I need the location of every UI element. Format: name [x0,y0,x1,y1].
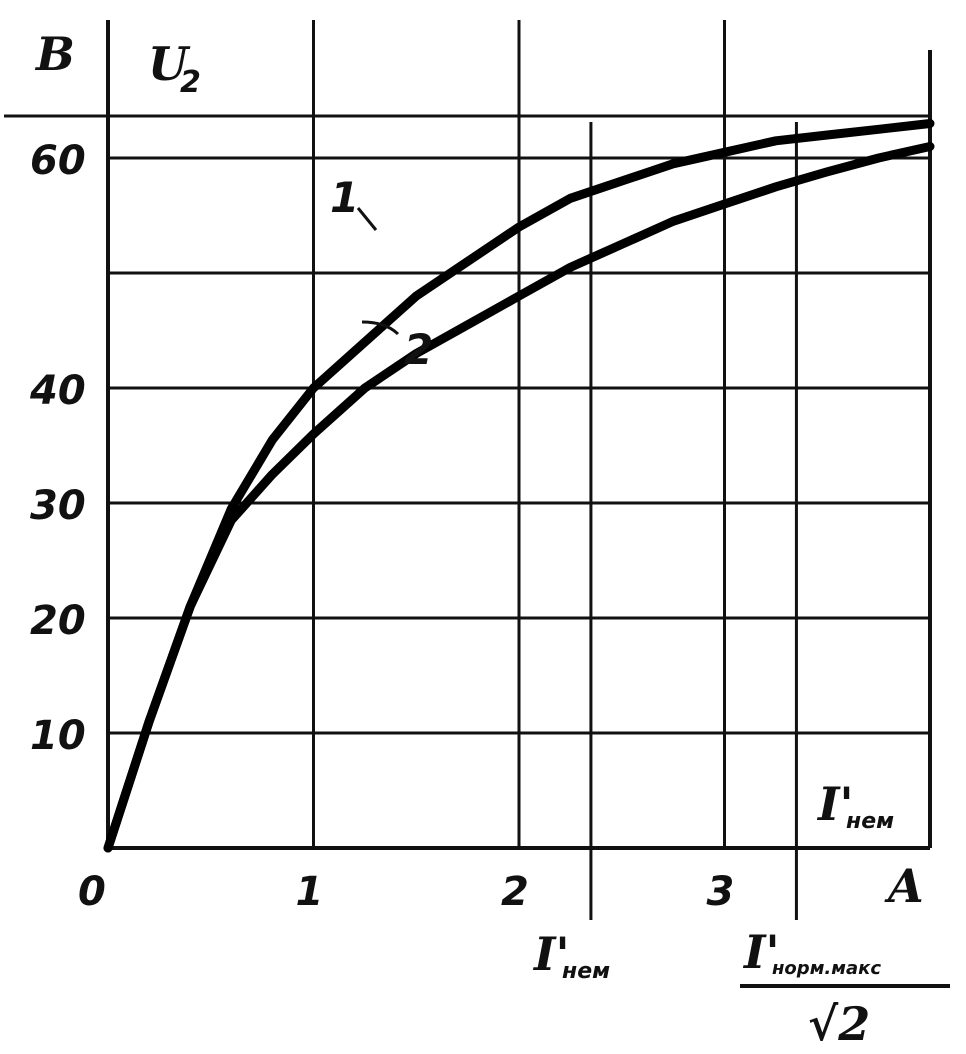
curve-label-1: 1 [330,173,359,222]
x-axis-label: I' [816,777,854,831]
y-unit-label: B [34,27,75,81]
curve-1-leader [356,207,378,231]
y-tick-label: 40 [29,368,86,414]
marker-label-1: I' [532,927,570,981]
x-tick-label: 0 [78,869,106,915]
y-tick-label: 10 [30,713,86,759]
plot-frame [106,20,932,850]
y-tick-label: 20 [30,598,86,644]
labels: B U 2 I' нем A I' нем I' норм.макс √2 1 … [34,27,950,1051]
x-axis-label-sub: нем [846,809,894,834]
y-axis-label: U [148,37,191,91]
marker-label-1-sub: нем [562,959,610,984]
grid [4,20,930,920]
marker-label-2: I' [742,925,780,979]
marker-label-2-sub: норм.макс [772,958,881,979]
y-tick-label: 30 [30,483,86,529]
series-2-line [103,142,935,853]
x-unit-label: A [884,859,924,913]
x-tick-label: 1 [296,869,324,915]
marker-label-2-denominator: √2 [808,997,870,1051]
curves [103,119,935,853]
y-axis-label-sub: 2 [180,65,201,100]
curve-label-2: 2 [404,325,433,374]
y-tick-label: 60 [30,138,86,184]
curve-2-leader [361,320,400,336]
x-tick-label: 2 [501,869,529,915]
x-tick-label: 3 [707,869,735,915]
tick-labels: 10 20 30 40 60 0 1 2 3 [29,138,734,915]
